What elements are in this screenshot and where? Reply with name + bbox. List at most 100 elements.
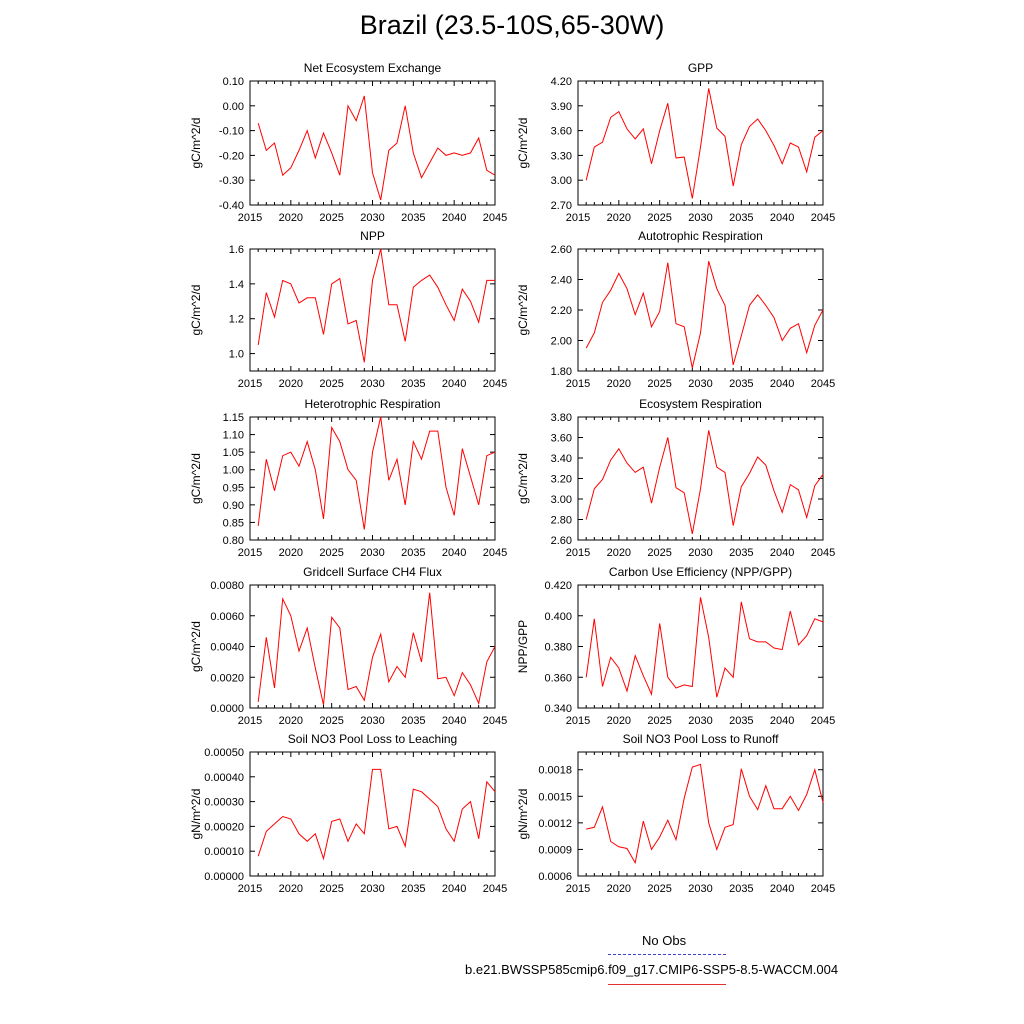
chart-panel: 2015 2020 2025 2030 2035 2040 2045 2.60 2.80 3.00…	[516, 397, 835, 559]
x-tick-label: 2045	[811, 212, 835, 224]
legend-obs-line	[608, 954, 726, 955]
x-tick-label: 2020	[279, 212, 303, 224]
legend-model-line	[608, 984, 726, 985]
x-tick-label: 2040	[770, 715, 794, 727]
y-tick-label: 0.00050	[204, 747, 244, 759]
series-line	[585, 261, 824, 369]
y-tick-label: 2.00	[551, 336, 572, 348]
x-tick-label: 2045	[483, 378, 507, 390]
y-tick-label: 0.0080	[210, 580, 244, 592]
series-line	[257, 248, 495, 363]
y-tick-label: 0.10	[223, 76, 244, 88]
plot-frame	[577, 751, 824, 877]
y-tick-label: 3.80	[551, 412, 572, 424]
y-tick-label: 3.00	[551, 175, 572, 187]
x-tick-label: 2020	[607, 715, 631, 727]
y-tick-label: 1.15	[223, 412, 244, 424]
x-tick-label: 2040	[442, 883, 466, 895]
y-tick-label: 2.70	[551, 200, 572, 212]
x-tick-label: 2040	[770, 212, 794, 224]
y-tick-label: 0.0012	[538, 818, 572, 830]
x-tick-label: 2045	[811, 883, 835, 895]
series-line	[586, 763, 824, 865]
y-tick-label: 0.0000	[210, 703, 244, 715]
x-tick-label: 2040	[442, 547, 466, 559]
x-tick-label: 2020	[607, 212, 631, 224]
x-tick-label: 2020	[279, 378, 303, 390]
chart-panel: 2015 2020 2025 2030 2035 2040 2045 0.00000 0.000…	[189, 732, 507, 895]
y-tick-label: 0.80	[223, 535, 244, 547]
x-tick-label: 2035	[729, 212, 753, 224]
x-tick-label: 2025	[647, 378, 671, 390]
y-tick-label: 0.00000	[204, 871, 244, 883]
y-tick-label: 1.6	[229, 244, 244, 256]
y-tick-label: 3.20	[551, 474, 572, 486]
x-tick-label: 2015	[566, 212, 590, 224]
x-tick-label: 2030	[360, 715, 384, 727]
x-tick-label: 2030	[688, 547, 712, 559]
series-line	[257, 416, 496, 530]
x-tick-label: 2015	[238, 212, 262, 224]
x-tick-label: 2020	[607, 883, 631, 895]
y-tick-label: 1.00	[223, 465, 244, 477]
panel-title: Soil NO3 Pool Loss to Leaching	[288, 732, 457, 746]
plot-frame	[249, 80, 496, 206]
x-tick-label: 2030	[688, 378, 712, 390]
panel-title: Carbon Use Efficiency (NPP/GPP)	[609, 565, 792, 579]
y-tick-label: 0.380	[544, 642, 572, 654]
x-tick-label: 2035	[401, 378, 425, 390]
series-line	[585, 430, 824, 534]
y-tick-label: 0.0018	[538, 765, 572, 777]
x-tick-label: 2025	[319, 378, 343, 390]
x-tick-label: 2020	[607, 378, 631, 390]
x-tick-label: 2025	[647, 883, 671, 895]
x-tick-label: 2035	[401, 883, 425, 895]
y-tick-label: -0.20	[219, 150, 244, 162]
panel-title: Soil NO3 Pool Loss to Runoff	[623, 732, 780, 746]
chart-panel: 2015 2020 2025 2030 2035 2040 2045 -0.40 -0.30 -0…	[189, 61, 507, 224]
x-tick-label: 2040	[442, 378, 466, 390]
x-tick-label: 2030	[360, 883, 384, 895]
y-tick-label: 2.20	[551, 305, 572, 317]
panel-title: NPP	[360, 229, 385, 243]
y-tick-label: 3.00	[551, 494, 572, 506]
figure-title: Brazil (23.5-10S,65-30W)	[359, 10, 665, 40]
y-tick-label: 0.360	[544, 672, 572, 684]
x-tick-label: 2040	[442, 715, 466, 727]
y-tick-label: 0.95	[223, 482, 244, 494]
y-tick-label: 0.00030	[204, 797, 244, 809]
y-tick-label: 1.2	[229, 314, 244, 326]
panel-title: Net Ecosystem Exchange	[304, 61, 442, 75]
panel-title: Ecosystem Respiration	[639, 397, 762, 411]
x-tick-label: 2045	[811, 378, 835, 390]
series-line	[585, 88, 824, 199]
y-axis-label: gN/m^2/d	[516, 789, 530, 840]
y-tick-label: 0.0040	[210, 642, 244, 654]
y-axis-label: gC/m^2/d	[516, 118, 530, 169]
x-tick-label: 2035	[401, 715, 425, 727]
y-tick-label: 2.80	[551, 515, 572, 527]
y-axis-label: gC/m^2/d	[516, 285, 530, 336]
y-tick-label: 3.90	[551, 101, 572, 113]
y-tick-label: 0.00010	[204, 846, 244, 858]
legend-model-label: b.e21.BWSSP585cmip6.f09_g17.CMIP6-SSP5-8…	[465, 962, 839, 977]
x-tick-label: 2030	[360, 547, 384, 559]
chart-panel: 2015 2020 2025 2030 2035 2040 2045 0.0006 0.0009…	[516, 732, 835, 895]
x-tick-label: 2015	[566, 883, 590, 895]
series-line	[257, 95, 496, 201]
y-tick-label: 3.60	[551, 433, 572, 445]
plot-frame	[577, 416, 824, 541]
y-tick-label: -0.40	[219, 200, 244, 212]
x-tick-label: 2040	[770, 547, 794, 559]
x-tick-label: 2035	[401, 547, 425, 559]
y-tick-label: 1.0	[229, 349, 244, 361]
y-tick-label: 3.30	[551, 150, 572, 162]
x-tick-label: 2040	[770, 883, 794, 895]
y-tick-label: 4.20	[551, 76, 572, 88]
x-tick-label: 2025	[319, 715, 343, 727]
y-axis-label: NPP/GPP	[516, 620, 530, 673]
x-tick-label: 2025	[647, 547, 671, 559]
y-tick-label: 0.340	[544, 703, 572, 715]
x-tick-label: 2035	[729, 883, 753, 895]
